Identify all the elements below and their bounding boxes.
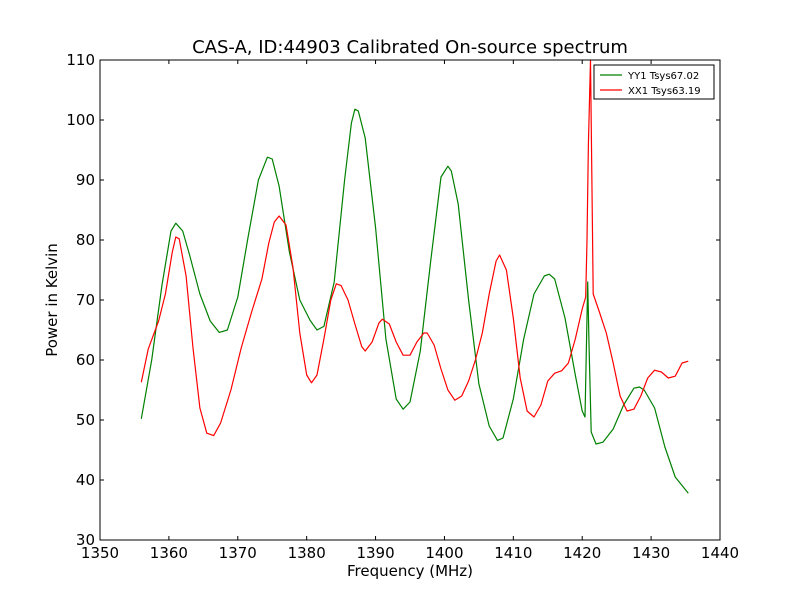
x-tick-label: 1390 <box>356 544 394 562</box>
y-tick-label: 100 <box>66 111 95 129</box>
x-axis-label: Frequency (MHz) <box>347 562 473 580</box>
series-line-1 <box>140 108 689 494</box>
y-tick-label: 70 <box>76 291 95 309</box>
y-tick-label: 80 <box>76 231 95 249</box>
y-axis-label: Power in Kelvin <box>43 243 61 357</box>
x-tick-label: 1380 <box>288 544 326 562</box>
chart-title: CAS-A, ID:44903 Calibrated On-source spe… <box>192 37 628 58</box>
y-tick-label: 50 <box>76 411 95 429</box>
y-tick-label: 110 <box>66 51 95 69</box>
y-tick-label: 40 <box>76 471 95 489</box>
x-axis: 1350 1360 1370 1380 1390 1400 1410 1420 1430 1440 <box>81 60 739 562</box>
series-line-2 <box>140 59 689 437</box>
y-tick-label: 60 <box>76 351 95 369</box>
x-tick-label: 1440 <box>701 544 739 562</box>
x-tick-label: 1350 <box>81 544 119 562</box>
plot-area <box>140 59 689 494</box>
x-tick-label: 1370 <box>219 544 257 562</box>
x-tick-label: 1360 <box>150 544 188 562</box>
y-tick-label: 90 <box>76 171 95 189</box>
x-tick-label: 1430 <box>632 544 670 562</box>
legend-label-2: XX1 Tsys63.19 <box>628 86 701 97</box>
y-tick-label: 30 <box>76 531 95 549</box>
legend-label-1: YY1 Tsys67.02 <box>627 71 699 82</box>
x-tick-label: 1410 <box>494 544 532 562</box>
x-tick-label: 1420 <box>563 544 601 562</box>
y-axis: 30 40 50 60 70 80 90 100 110 <box>66 51 720 549</box>
legend-box <box>593 64 715 100</box>
x-tick-label: 1400 <box>425 544 463 562</box>
legend: YY1 Tsys67.02 XX1 Tsys63.19 <box>593 64 715 100</box>
